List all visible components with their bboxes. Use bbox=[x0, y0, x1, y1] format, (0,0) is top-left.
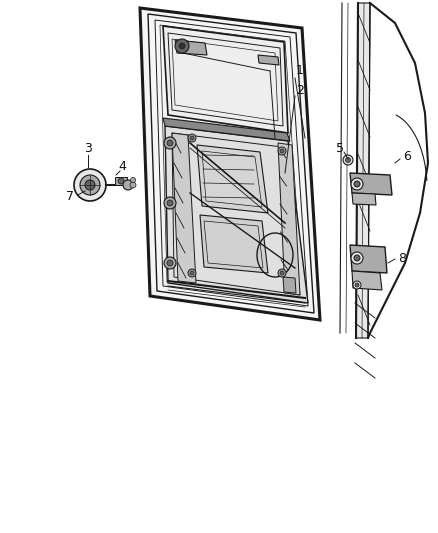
Text: 7: 7 bbox=[66, 190, 74, 204]
Circle shape bbox=[190, 271, 194, 275]
Polygon shape bbox=[283, 277, 296, 293]
Circle shape bbox=[354, 255, 360, 261]
Circle shape bbox=[351, 252, 363, 264]
Polygon shape bbox=[200, 215, 268, 273]
Polygon shape bbox=[352, 271, 382, 290]
Polygon shape bbox=[197, 145, 268, 213]
Text: 2: 2 bbox=[296, 84, 304, 96]
Circle shape bbox=[85, 180, 95, 190]
Text: 1: 1 bbox=[296, 64, 304, 77]
Circle shape bbox=[351, 178, 363, 190]
Polygon shape bbox=[350, 245, 387, 273]
Circle shape bbox=[278, 147, 286, 155]
Text: 4: 4 bbox=[118, 160, 126, 174]
Circle shape bbox=[130, 182, 136, 188]
Text: 5: 5 bbox=[336, 141, 344, 155]
Circle shape bbox=[354, 181, 360, 187]
Circle shape bbox=[74, 169, 106, 201]
Polygon shape bbox=[175, 40, 207, 55]
Circle shape bbox=[175, 39, 189, 53]
Polygon shape bbox=[172, 133, 196, 283]
Circle shape bbox=[118, 178, 124, 184]
Polygon shape bbox=[356, 3, 370, 338]
Polygon shape bbox=[350, 173, 392, 195]
Circle shape bbox=[346, 157, 350, 163]
Circle shape bbox=[280, 271, 284, 275]
Polygon shape bbox=[115, 177, 127, 185]
Text: 6: 6 bbox=[403, 150, 411, 164]
Polygon shape bbox=[140, 8, 320, 320]
Circle shape bbox=[167, 140, 173, 146]
Polygon shape bbox=[163, 118, 290, 141]
Polygon shape bbox=[278, 143, 300, 295]
Circle shape bbox=[164, 197, 176, 209]
Text: 3: 3 bbox=[84, 142, 92, 156]
Circle shape bbox=[123, 180, 133, 190]
Polygon shape bbox=[258, 55, 279, 65]
Polygon shape bbox=[352, 193, 376, 205]
Circle shape bbox=[353, 281, 361, 289]
Circle shape bbox=[188, 269, 196, 277]
Circle shape bbox=[164, 257, 176, 269]
Circle shape bbox=[164, 137, 176, 149]
Circle shape bbox=[80, 175, 100, 195]
Circle shape bbox=[179, 43, 185, 49]
Circle shape bbox=[131, 177, 135, 182]
Circle shape bbox=[355, 283, 359, 287]
Circle shape bbox=[278, 269, 286, 277]
Polygon shape bbox=[163, 26, 288, 133]
Text: 8: 8 bbox=[398, 252, 406, 264]
Circle shape bbox=[343, 155, 353, 165]
Circle shape bbox=[280, 149, 284, 153]
Circle shape bbox=[188, 134, 196, 142]
Circle shape bbox=[167, 200, 173, 206]
Polygon shape bbox=[165, 126, 308, 303]
Circle shape bbox=[167, 260, 173, 266]
Circle shape bbox=[190, 136, 194, 140]
